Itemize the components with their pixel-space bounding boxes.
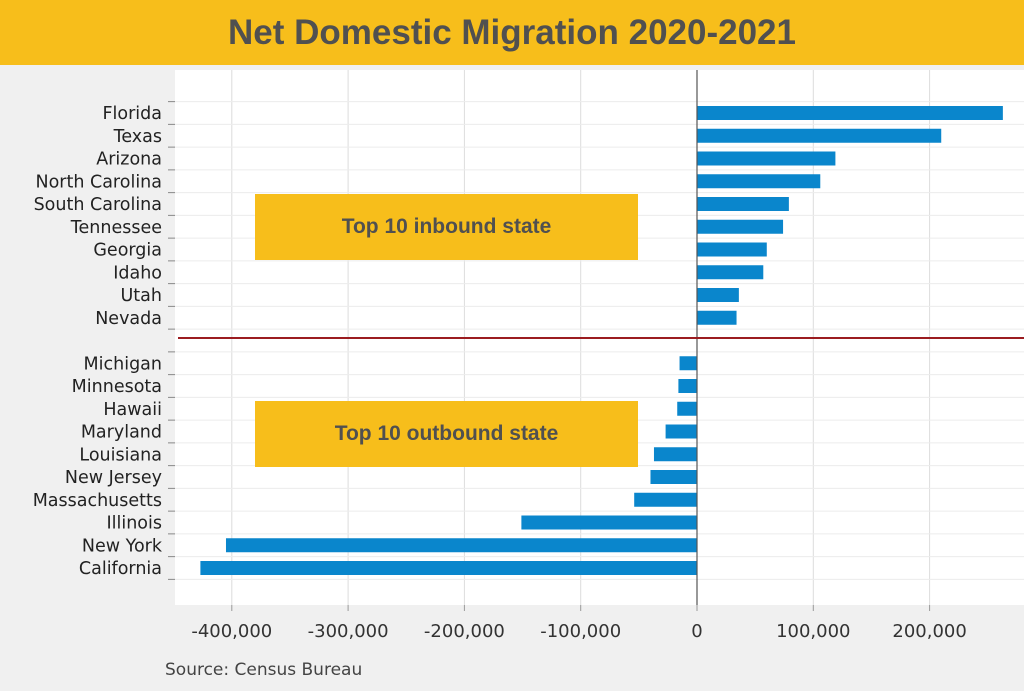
category-label: Texas: [113, 127, 162, 147]
source-note: Source: Census Bureau: [165, 660, 362, 680]
category-label: Massachusetts: [33, 491, 162, 511]
category-label: Florida: [102, 104, 162, 124]
title-banner: Net Domestic Migration 2020-2021: [0, 0, 1024, 65]
bar-florida: [697, 106, 1003, 120]
bar-texas: [697, 128, 942, 143]
bar-south-carolina: [697, 197, 789, 211]
category-label: New Jersey: [65, 468, 162, 488]
category-label: New York: [82, 536, 163, 556]
bar-illinois: [521, 515, 697, 530]
category-label: Nevada: [95, 309, 162, 329]
category-label: North Carolina: [35, 172, 162, 192]
bar-california: [200, 561, 698, 575]
x-tick-label: -300,000: [308, 621, 389, 642]
category-label: Illinois: [106, 514, 162, 534]
x-tick-label: 100,000: [776, 621, 850, 642]
category-label: Hawaii: [103, 400, 162, 420]
x-tick-label: -200,000: [424, 621, 505, 642]
bar-north-carolina: [697, 174, 821, 189]
category-label: Georgia: [93, 241, 162, 261]
annotation-inbound: Top 10 inbound state: [255, 194, 638, 260]
bar-tennessee: [697, 219, 784, 234]
x-tick-label: -100,000: [540, 621, 621, 642]
category-label: Maryland: [81, 423, 162, 443]
bar-arizona: [697, 151, 836, 166]
bar-new-york: [225, 538, 698, 553]
x-tick-label: -400,000: [191, 621, 272, 642]
x-tick-label: 0: [691, 621, 702, 642]
bar-louisiana: [653, 447, 697, 462]
bar-utah: [697, 288, 739, 302]
category-label: Louisiana: [79, 445, 162, 465]
x-tick-label: 200,000: [892, 621, 966, 642]
category-label: Arizona: [96, 150, 162, 170]
category-label: Michigan: [84, 354, 162, 374]
category-label: Idaho: [113, 263, 162, 283]
bar-minnesota: [678, 379, 697, 393]
category-label: South Carolina: [34, 195, 162, 215]
category-label: California: [79, 559, 162, 579]
bar-massachusetts: [634, 492, 697, 507]
category-label: Tennessee: [70, 218, 162, 238]
bar-georgia: [697, 242, 767, 257]
annotation-outbound: Top 10 outbound state: [255, 401, 638, 467]
bar-michigan: [679, 356, 697, 371]
chart-title: Net Domestic Migration 2020-2021: [228, 12, 796, 52]
category-label: Utah: [121, 286, 163, 306]
bar-new-jersey: [650, 470, 697, 484]
bar-idaho: [697, 265, 764, 280]
bar-hawaii: [677, 401, 697, 416]
category-label: Minnesota: [72, 377, 162, 397]
bar-maryland: [665, 424, 697, 439]
bar-nevada: [697, 310, 737, 325]
